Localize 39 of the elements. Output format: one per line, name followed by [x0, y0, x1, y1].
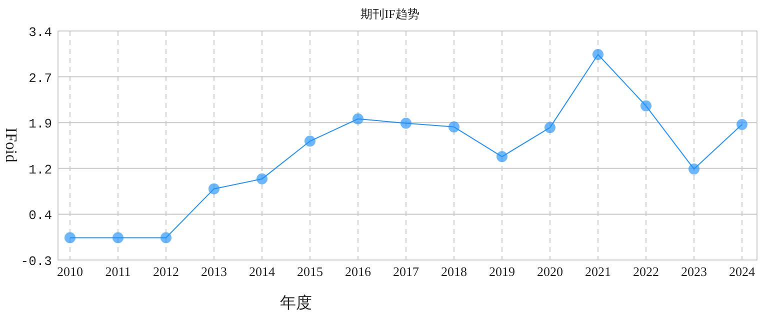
- point: [688, 164, 700, 175]
- point: [208, 183, 220, 194]
- x-tick-label: 2014: [249, 264, 276, 279]
- y-tick-label: 2.7: [28, 70, 52, 86]
- x-tick-label: 2011: [105, 264, 131, 279]
- y-tick-label: 1.9: [28, 116, 52, 132]
- point: [736, 118, 748, 130]
- x-axis-title: 年度: [280, 294, 312, 312]
- y-axis-title: IFoid: [2, 128, 19, 162]
- y-tick-label: 3.4: [28, 25, 52, 40]
- x-tick-label: 2020: [537, 264, 563, 279]
- x-tick-label: 2012: [153, 264, 179, 279]
- x-tick-label: 2016: [345, 264, 372, 279]
- point: [592, 49, 604, 60]
- point: [304, 136, 316, 147]
- x-tick-label: 2018: [441, 264, 467, 279]
- point: [256, 173, 268, 184]
- x-tick-label: 2013: [201, 264, 227, 279]
- point: [496, 151, 508, 162]
- x-tick-label: 2021: [585, 264, 611, 279]
- point: [400, 118, 412, 129]
- point: [352, 113, 364, 124]
- x-tick-label: 2017: [393, 264, 420, 279]
- x-tick-label: 2010: [57, 264, 83, 279]
- point: [640, 100, 652, 112]
- point: [160, 232, 172, 244]
- chart-title: 期刊IF趋势: [360, 7, 420, 21]
- x-tick-label: 2024: [729, 264, 756, 279]
- x-tick-label: 2019: [489, 264, 515, 279]
- point: [544, 122, 556, 134]
- x-tick-label: 2015: [297, 264, 323, 279]
- y-tick-label: 1.2: [28, 162, 52, 178]
- point: [112, 232, 124, 244]
- point: [448, 121, 460, 132]
- y-tick-label: 0.4: [28, 208, 52, 224]
- x-tick-label: 2022: [633, 264, 659, 279]
- point: [64, 232, 76, 244]
- y-tick-label: -0.3: [20, 254, 52, 269]
- x-tick-label: 2023: [681, 264, 707, 279]
